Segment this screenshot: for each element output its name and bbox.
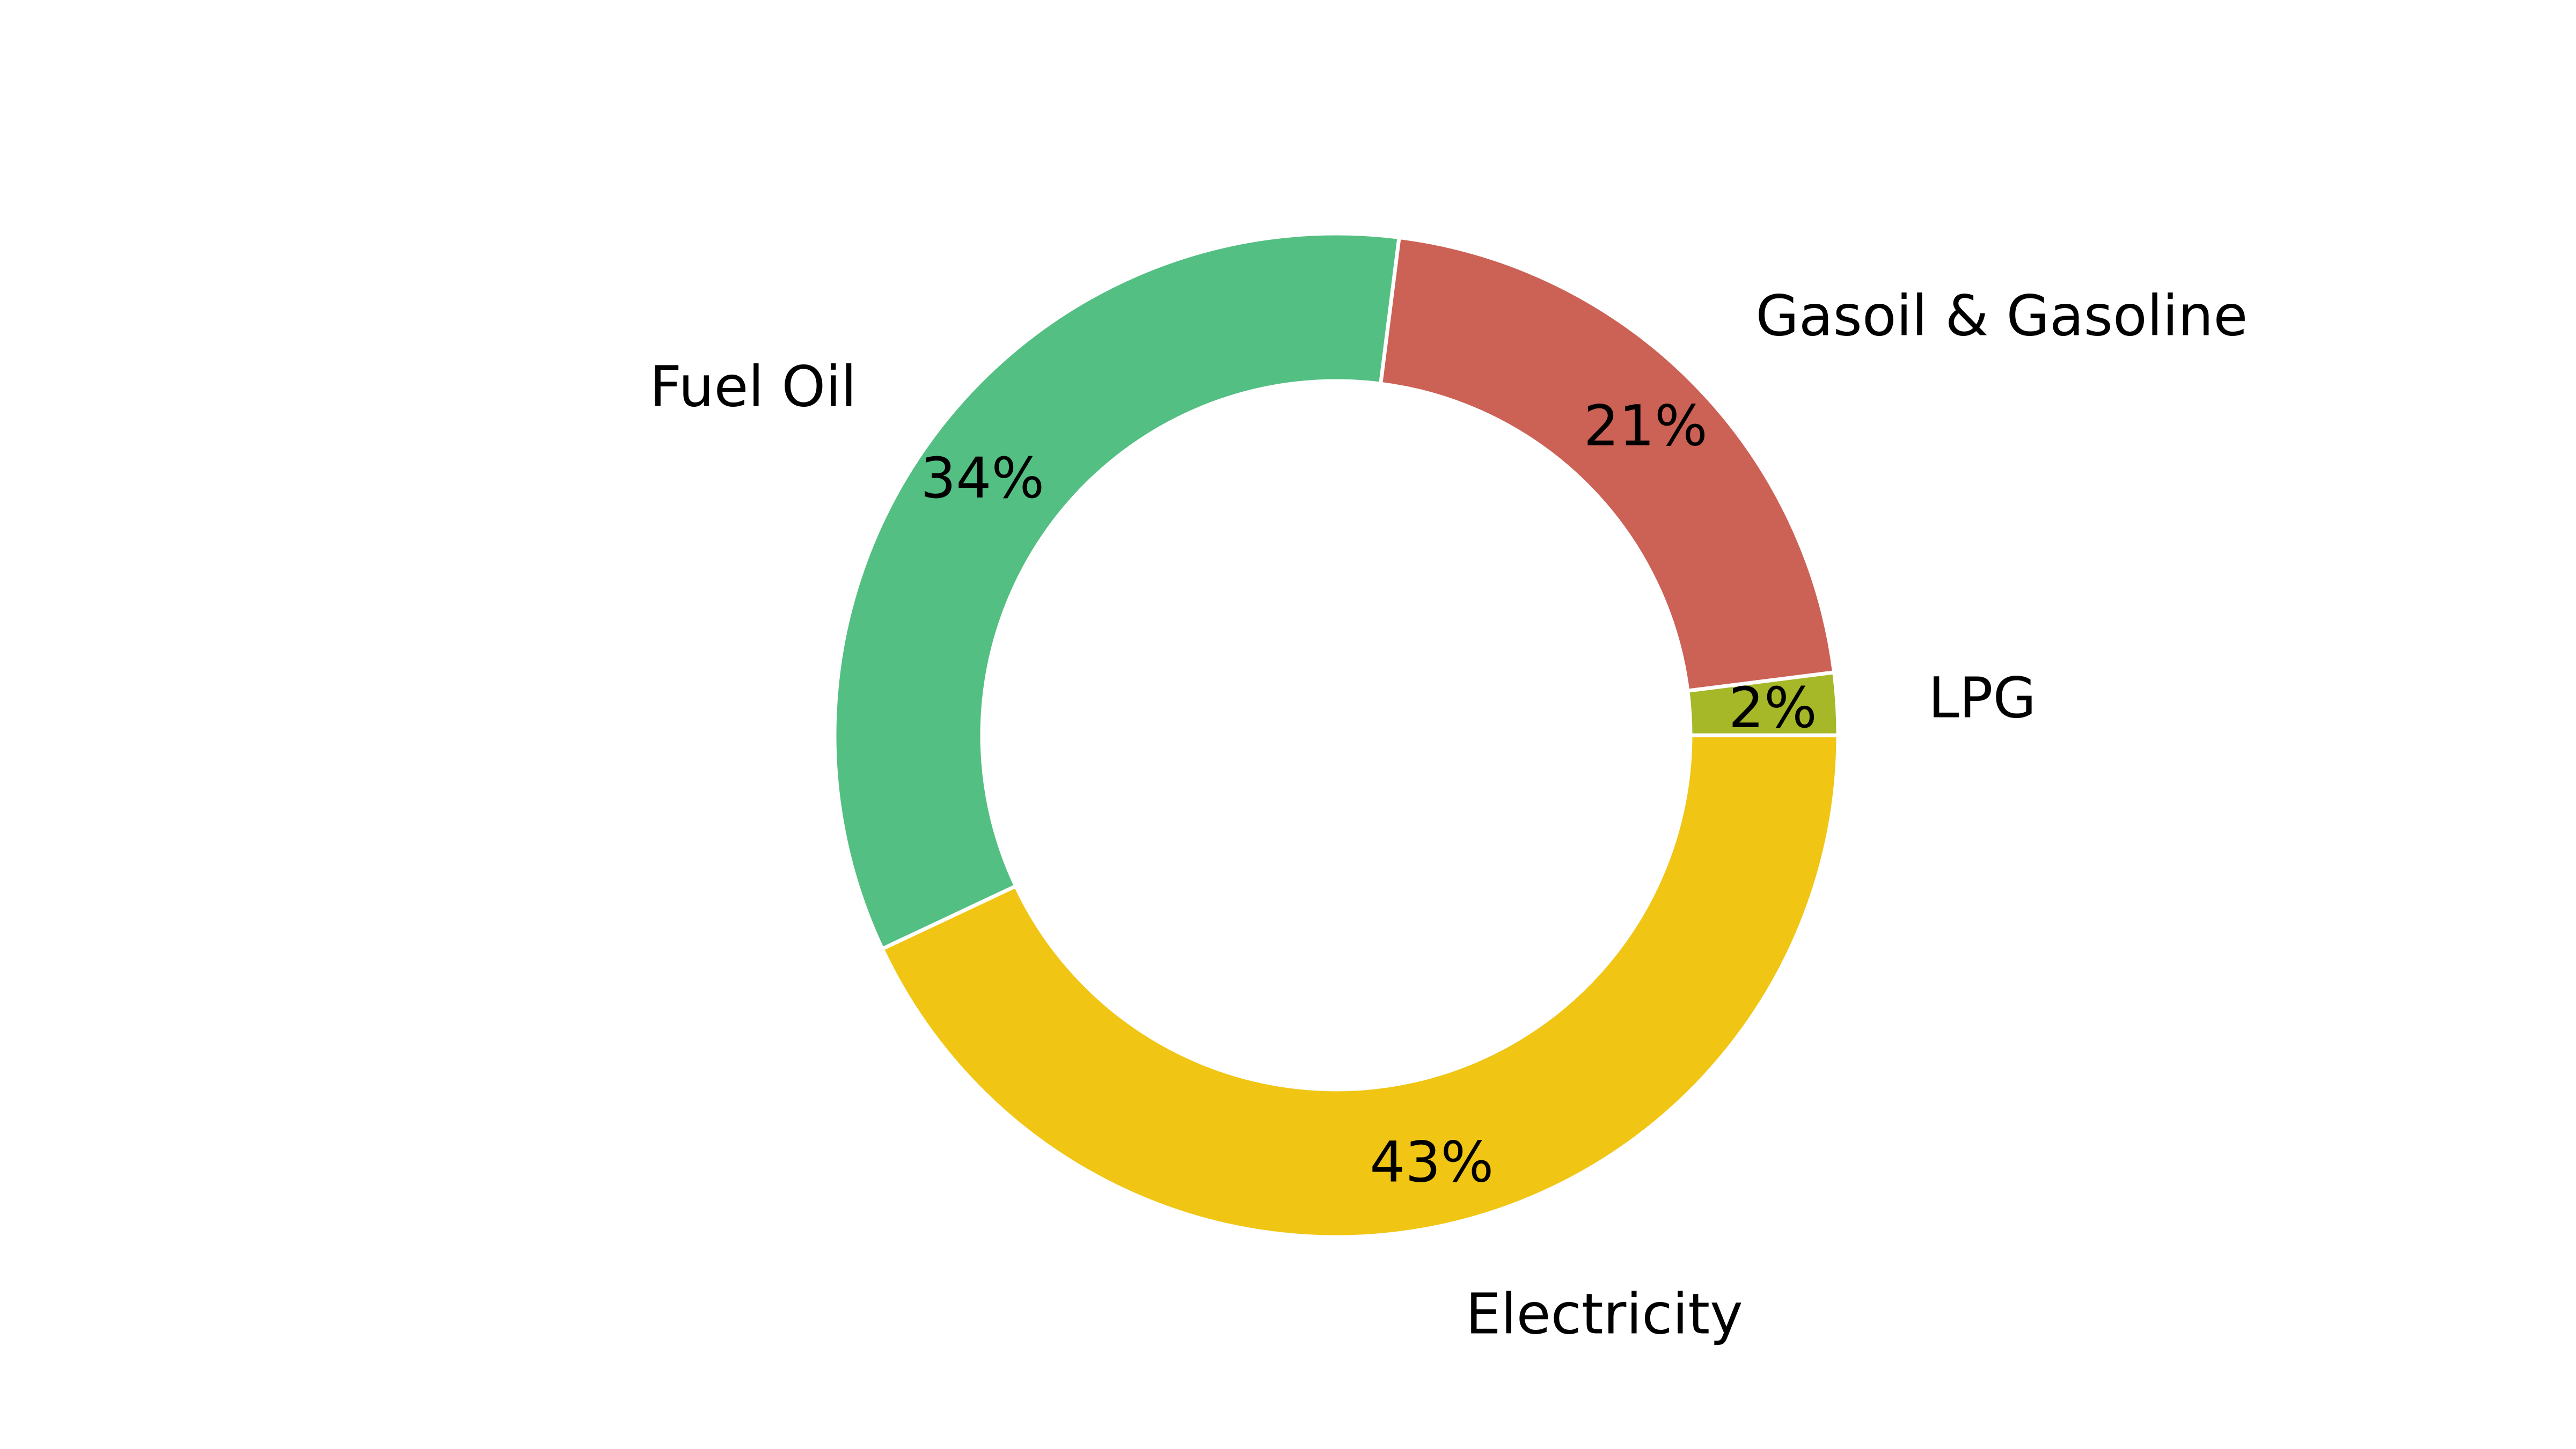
slice-electricity [880,733,1840,1239]
category-label-fuel-oil: Fuel Oil [649,354,857,419]
pct-label-electricity: 43% [1370,1129,1494,1195]
slice-gasoil-and-gasoline [1378,235,1836,693]
pct-label-gasoil-and-gasoline: 21% [1584,393,1708,459]
pct-label-lpg: 2% [1729,675,1817,741]
donut-labels: 43% Electricity 34% Fuel Oil 21% Gasoil & Gas… [649,283,2248,1347]
pct-label-fuel-oil: 34% [920,445,1044,511]
donut-slices [832,231,1840,1239]
slice-fuel-oil [832,231,1402,952]
category-label-electricity: Electricity [1466,1281,1743,1346]
category-label-gasoil-and-gasoline: Gasoil & Gasoline [1755,283,2248,349]
category-label-lpg: LPG [1928,665,2036,731]
slice-lpg [1685,670,1840,737]
